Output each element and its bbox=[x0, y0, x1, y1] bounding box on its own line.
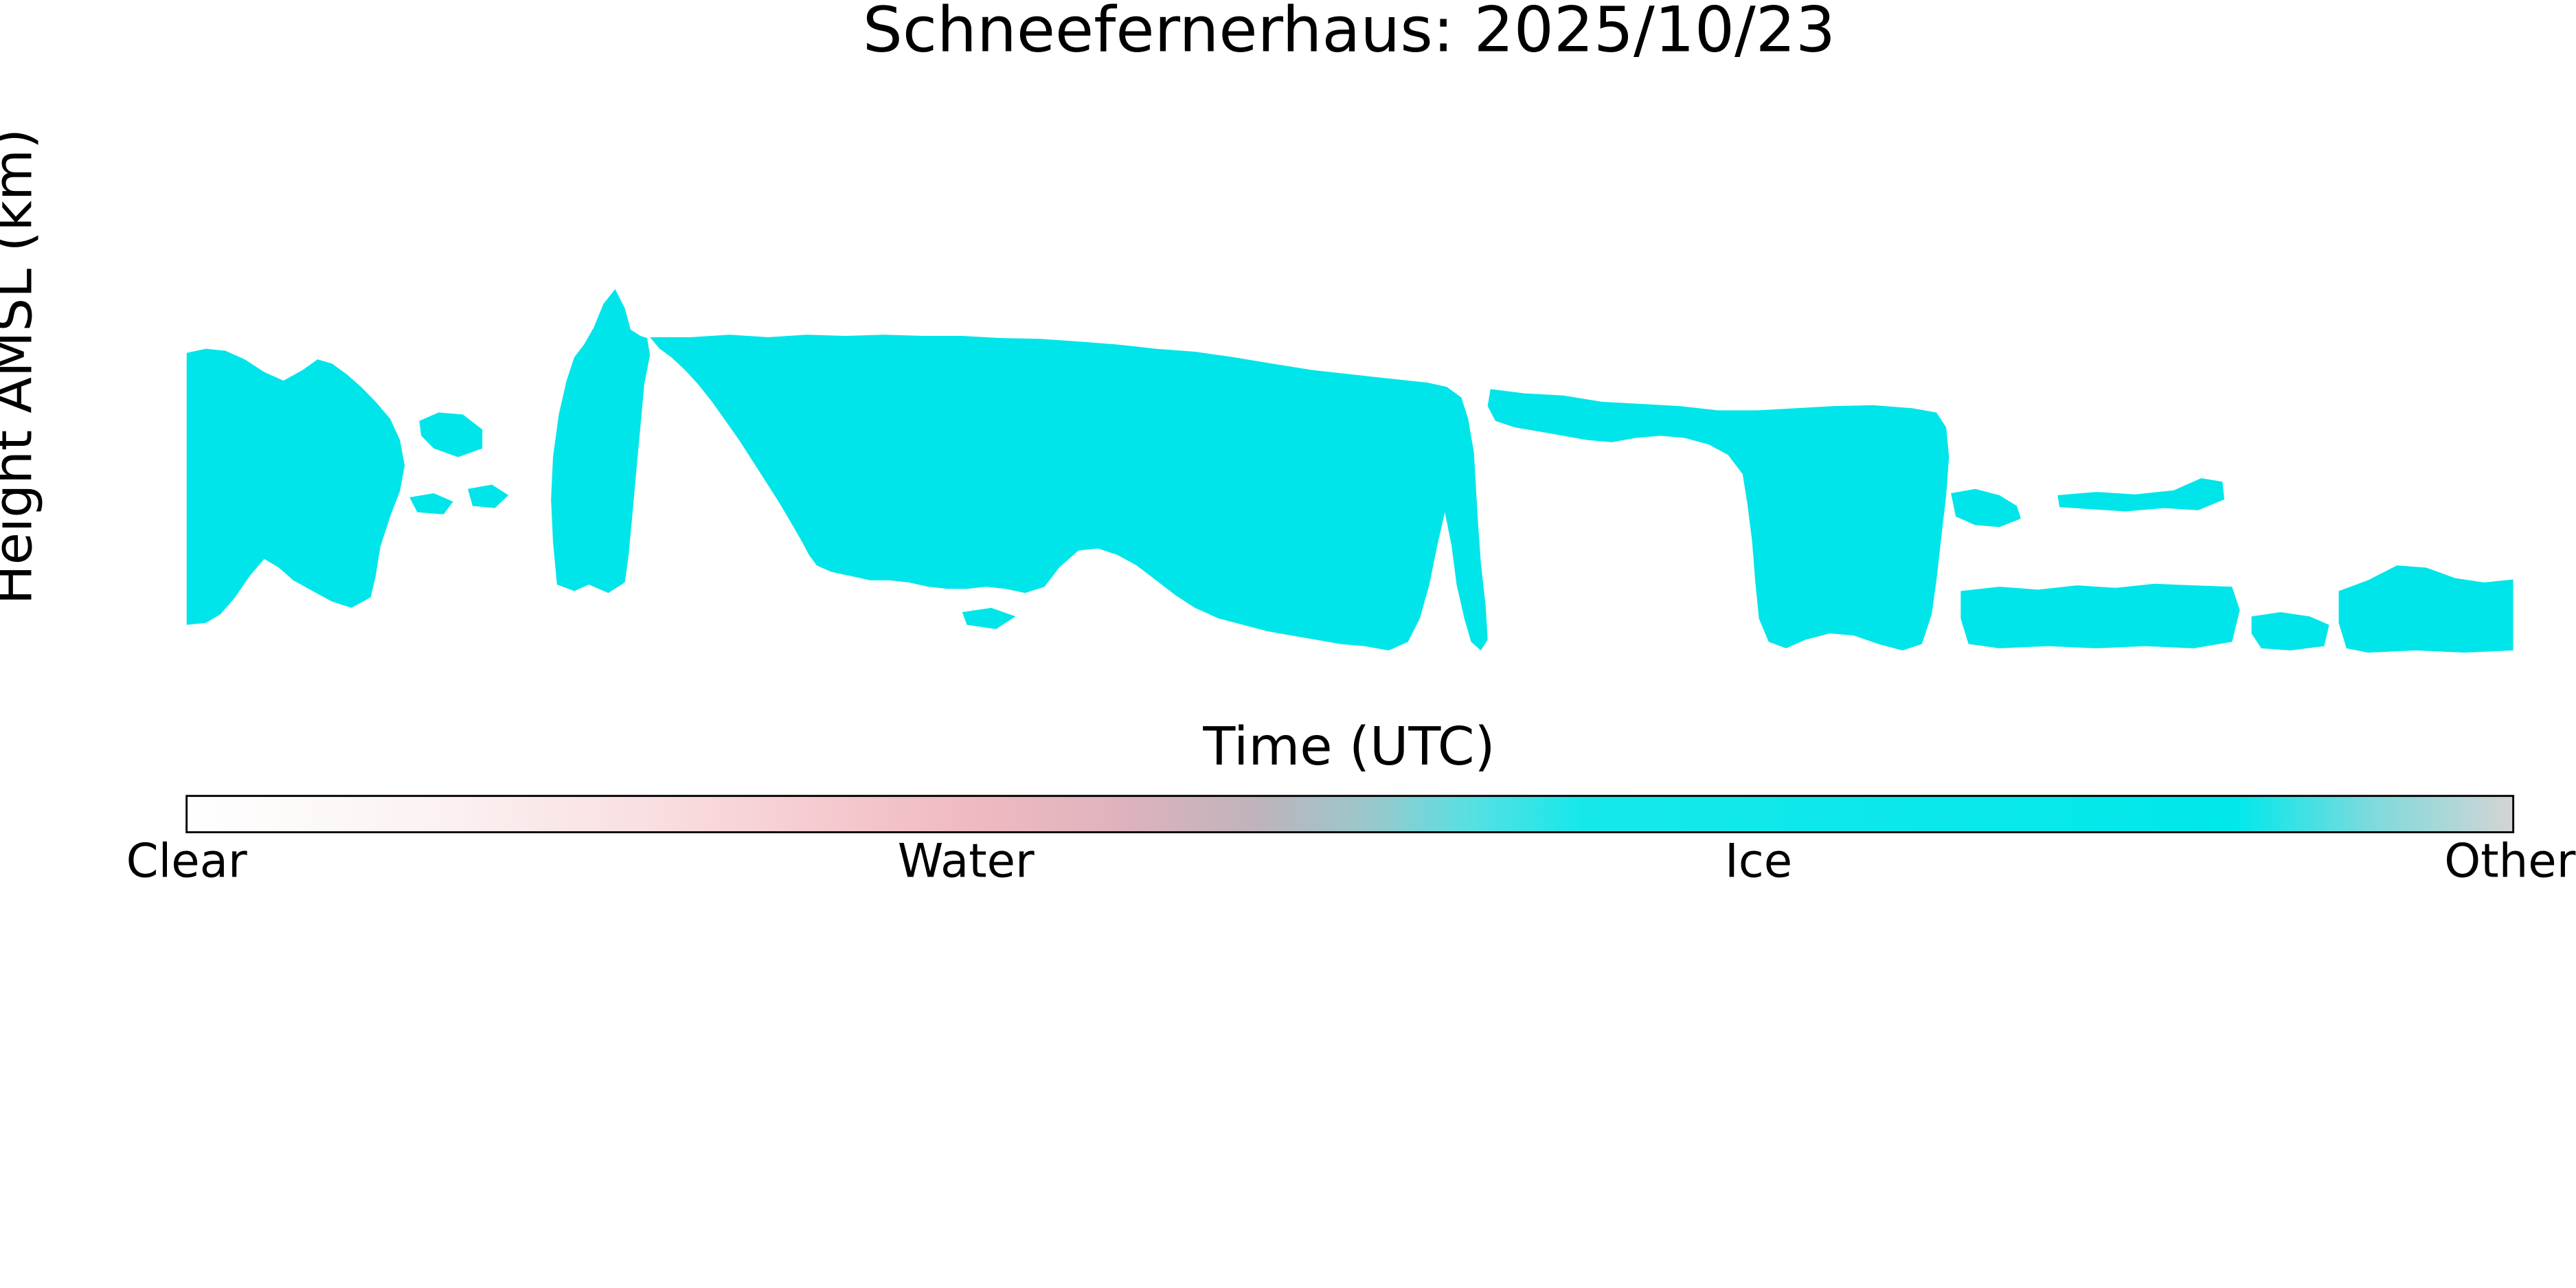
chart-title: Schneefernerhaus: 2025/10/23 bbox=[863, 0, 1835, 67]
ice-region bbox=[551, 289, 651, 594]
y-axis-label: Height AMSL (km) bbox=[0, 128, 45, 605]
colorbar-label-other: Other bbox=[2444, 834, 2575, 888]
ice-region bbox=[962, 607, 1016, 629]
colorbar-label-ice: Ice bbox=[1725, 834, 1792, 888]
ice-region bbox=[1961, 583, 2240, 648]
ice-region bbox=[1951, 488, 2021, 528]
ice-region bbox=[186, 348, 405, 625]
plot-area bbox=[186, 289, 2513, 653]
ice-region bbox=[2251, 612, 2329, 651]
ice-region bbox=[2338, 565, 2513, 653]
ice-region bbox=[650, 335, 1488, 651]
cloud-mask bbox=[186, 289, 2513, 653]
ice-region bbox=[419, 412, 483, 457]
ice-region bbox=[2057, 478, 2224, 512]
x-axis-label: Time (UTC) bbox=[1202, 716, 1495, 778]
ice-region bbox=[1487, 389, 1950, 651]
colorbar-label-water: Water bbox=[898, 834, 1035, 888]
ice-region bbox=[468, 484, 509, 508]
ice-region bbox=[894, 531, 926, 549]
ice-region bbox=[409, 493, 453, 515]
colorbar-label-clear: Clear bbox=[126, 834, 247, 888]
classification-colorbar bbox=[185, 795, 2515, 833]
ice-region bbox=[826, 519, 870, 545]
